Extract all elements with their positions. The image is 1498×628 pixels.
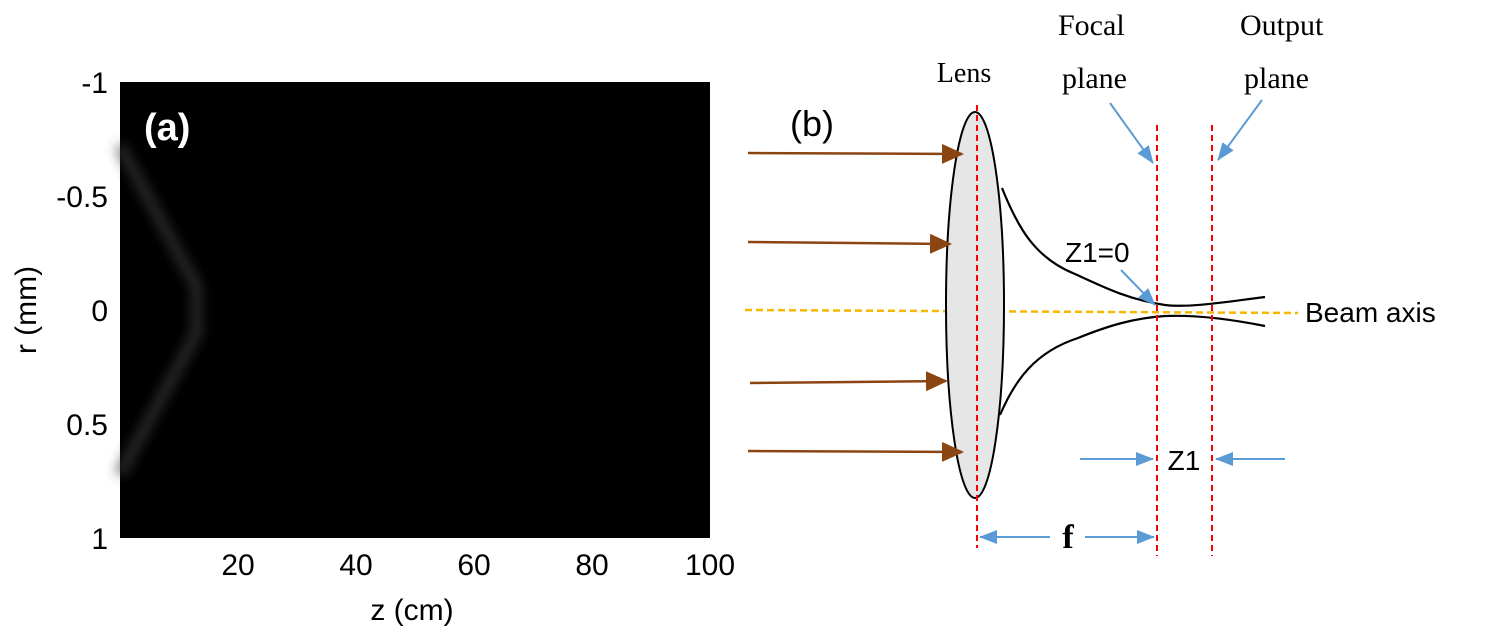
- output-plane-label-line2: plane: [1244, 62, 1309, 95]
- x-tick-label: 20: [221, 549, 254, 582]
- interference-cone: [115, 143, 202, 477]
- focal-plane-label-line2: plane: [1062, 62, 1127, 95]
- y-tick-label: -1: [81, 67, 108, 100]
- incoming-ray: [749, 371, 948, 392]
- output-plane-label-line1: Output: [1240, 9, 1324, 42]
- y-tick-label: 0.5: [66, 409, 108, 442]
- y-axis-label: r (mm): [10, 266, 43, 354]
- f-label: f: [1062, 519, 1074, 556]
- x-tick-label: 60: [457, 549, 490, 582]
- x-axis-label: z (cm): [370, 594, 453, 627]
- beam-axis-line: [744, 308, 1299, 315]
- beam-axis-label: Beam axis: [1305, 297, 1436, 328]
- focal-plane-pointer-arrow: [1109, 102, 1154, 164]
- incoming-ray: [747, 143, 964, 164]
- x-tick-label: 100: [685, 549, 735, 582]
- y-tick-label: 0: [91, 295, 108, 328]
- panel-a-label: (a): [144, 107, 190, 149]
- y-tick-labels: -1 -0.5 0 0.5 1: [56, 67, 108, 556]
- panel-a-intensity-plot: (a) 20 40 60 80 100 -1 -0.5 0 0.5 1 z (cm) r (mm…: [10, 67, 735, 627]
- x-tick-label: 80: [575, 549, 608, 582]
- z1-zero-label: Z1=0: [1065, 237, 1130, 268]
- lens: [945, 111, 1005, 499]
- panel-b-label: (b): [790, 103, 834, 144]
- beam-lower-envelope: [998, 314, 1266, 416]
- y-tick-label: 1: [91, 523, 108, 556]
- focal-plane-label-line1: Focal: [1058, 9, 1125, 42]
- z1-zero-pointer-arrow: [1120, 269, 1156, 306]
- x-tick-labels: 20 40 60 80 100: [221, 549, 735, 582]
- y-tick-label: -0.5: [56, 181, 108, 214]
- incoming-ray: [747, 441, 964, 462]
- output-plane-pointer-arrow: [1217, 99, 1263, 161]
- x-tick-label: 40: [339, 549, 372, 582]
- beam-upper-envelope: [1000, 187, 1266, 307]
- lens-label: Lens: [937, 58, 991, 89]
- intensity-map: [115, 91, 708, 529]
- incoming-ray: [747, 233, 952, 254]
- panel-b-diagram: (b) Beam axis Lens Focal plane Output pl…: [744, 9, 1436, 556]
- plot-area: [120, 82, 710, 538]
- z1-label: Z1: [1168, 445, 1201, 476]
